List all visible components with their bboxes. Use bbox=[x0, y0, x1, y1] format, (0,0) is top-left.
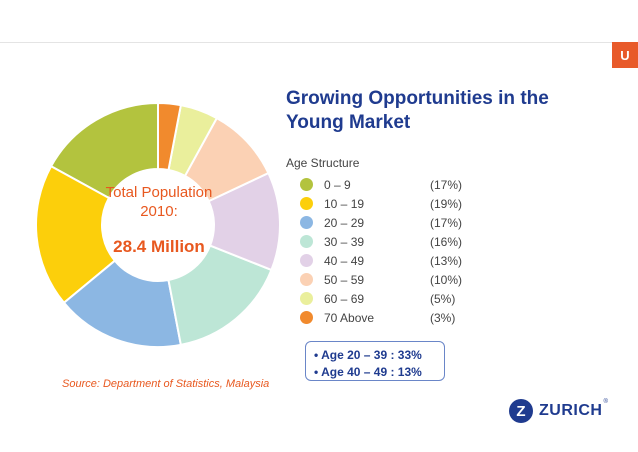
callout-item: • Age 20 – 39 : 33% bbox=[314, 348, 422, 362]
legend-row: 10 – 19 (19%) bbox=[298, 196, 498, 215]
donut-hole bbox=[102, 169, 214, 281]
brand-name: ZURICH bbox=[539, 402, 603, 419]
legend-label: 30 – 39 bbox=[324, 235, 365, 249]
legend-label: 10 – 19 bbox=[324, 197, 365, 211]
source-note: Source: Department of Statistics, Malays… bbox=[62, 378, 270, 390]
legend-label: 50 – 59 bbox=[324, 273, 365, 287]
legend-row: 40 – 49 (13%) bbox=[298, 253, 498, 272]
slide-title: Growing Opportunities in the Young Marke… bbox=[286, 88, 549, 133]
legend-label: 70 Above bbox=[324, 311, 375, 325]
legend-value: (13%) bbox=[430, 254, 463, 268]
legend-swatch-icon bbox=[300, 216, 313, 229]
legend-swatch-icon bbox=[300, 292, 313, 305]
registered-mark: ® bbox=[603, 399, 608, 405]
brand-logo: Z ZURICH ® bbox=[509, 399, 608, 423]
legend-value: (16%) bbox=[430, 235, 463, 249]
legend-row: 0 – 9 (17%) bbox=[298, 177, 498, 196]
center-label: Total Population 2010: bbox=[105, 184, 213, 220]
legend-label: 40 – 49 bbox=[324, 254, 365, 268]
legend-swatch-icon bbox=[300, 178, 313, 191]
legend-row: 30 – 39 (16%) bbox=[298, 234, 498, 253]
legend-row: 50 – 59 (10%) bbox=[298, 272, 498, 291]
legend-value: (3%) bbox=[430, 311, 456, 325]
legend-swatch-icon bbox=[300, 254, 313, 267]
zurich-logo-icon: Z bbox=[509, 399, 533, 423]
highlight-callout: • Age 20 – 39 : 33% • Age 40 – 49 : 13% bbox=[305, 341, 445, 381]
legend-value: (19%) bbox=[430, 197, 463, 211]
legend-label: 20 – 29 bbox=[324, 216, 365, 230]
legend-heading: Age Structure bbox=[286, 156, 360, 170]
legend: 0 – 9 (17%) 10 – 19 (19%) 20 – 29 (17%) 30 – 3… bbox=[298, 177, 498, 329]
legend-value: (5%) bbox=[430, 292, 456, 306]
legend-swatch-icon bbox=[300, 197, 313, 210]
legend-row: 20 – 29 (17%) bbox=[298, 215, 498, 234]
legend-row: 70 Above (3%) bbox=[298, 310, 498, 329]
legend-row: 60 – 69 (5%) bbox=[298, 291, 498, 310]
callout-item: • Age 40 – 49 : 13% bbox=[314, 365, 422, 379]
center-value: 28.4 Million bbox=[113, 237, 205, 256]
legend-value: (17%) bbox=[430, 216, 463, 230]
legend-swatch-icon bbox=[300, 235, 313, 248]
legend-swatch-icon bbox=[300, 273, 313, 286]
top-rule bbox=[0, 42, 612, 43]
legend-label: 0 – 9 bbox=[324, 178, 351, 192]
legend-label: 60 – 69 bbox=[324, 292, 365, 306]
top-tab: U bbox=[612, 42, 638, 68]
legend-swatch-icon bbox=[300, 311, 313, 324]
legend-value: (17%) bbox=[430, 178, 463, 192]
legend-value: (10%) bbox=[430, 273, 463, 287]
